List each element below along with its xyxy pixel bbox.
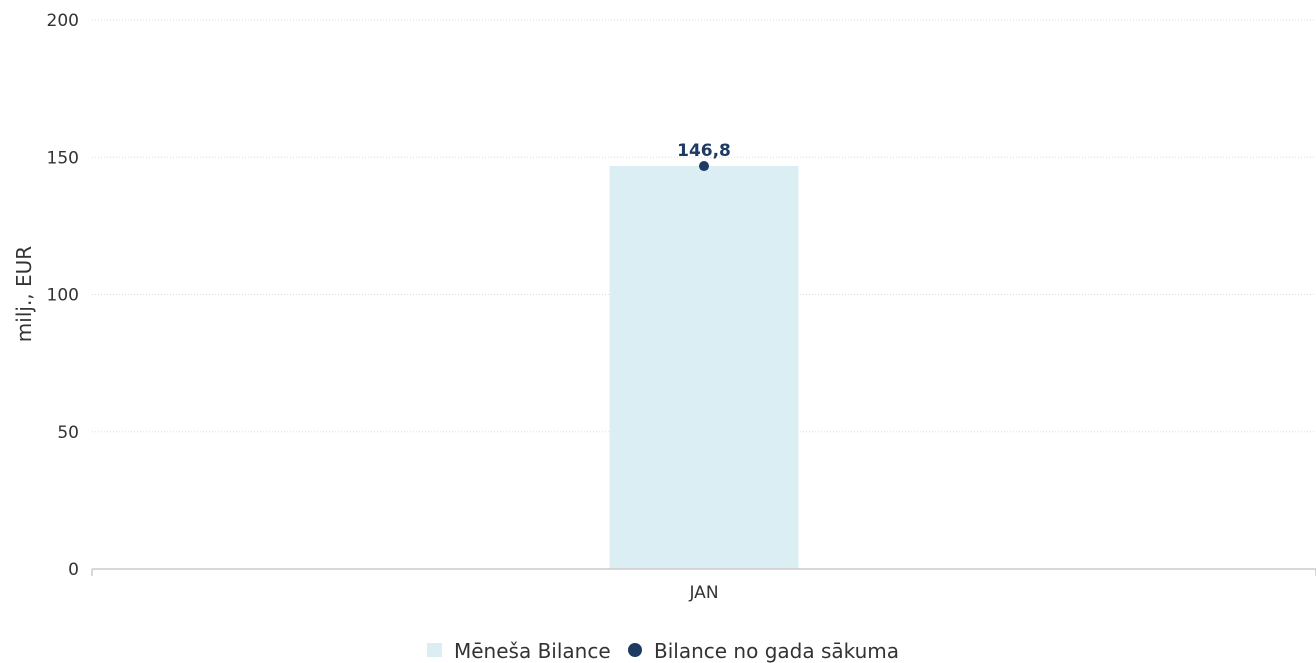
bar[interactable] bbox=[609, 166, 799, 569]
legend-swatch-point bbox=[628, 643, 642, 657]
data-label: 146,8 bbox=[677, 141, 731, 161]
y-tick-label: 150 bbox=[47, 148, 79, 168]
y-tick-label: 0 bbox=[68, 560, 79, 580]
y-tick-label: 200 bbox=[47, 11, 79, 31]
y-axis-title: milj., EUR bbox=[12, 246, 36, 343]
x-axis-ticks: JAN bbox=[91, 569, 1316, 603]
data-labels: 146,8 bbox=[677, 141, 731, 161]
bars bbox=[609, 166, 799, 569]
legend-label[interactable]: Bilance no gada sākuma bbox=[654, 639, 899, 663]
legend-swatch-bar bbox=[427, 643, 442, 657]
y-axis-ticks: 0 50 100 150 200 bbox=[47, 11, 79, 580]
point[interactable] bbox=[699, 161, 709, 172]
legend: Mēneša Bilance Bilance no gada sākuma bbox=[427, 639, 899, 663]
points bbox=[699, 161, 709, 172]
legend-label[interactable]: Mēneša Bilance bbox=[454, 639, 611, 663]
y-tick-label: 50 bbox=[57, 423, 79, 443]
x-tick-label: JAN bbox=[688, 583, 718, 603]
y-tick-label: 100 bbox=[47, 286, 79, 306]
